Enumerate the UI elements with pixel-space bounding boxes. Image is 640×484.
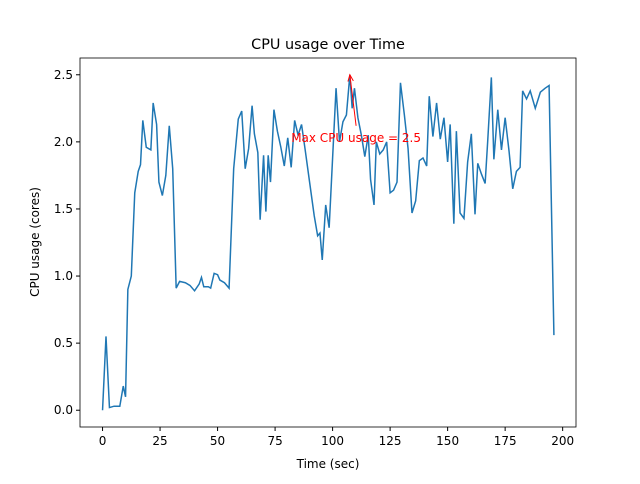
y-axis-label: CPU usage (cores) — [28, 187, 42, 297]
axes-frame — [79, 57, 577, 428]
y-tick-label: 2.5 — [54, 68, 73, 82]
line — [101, 74, 555, 411]
x-tick-label: 25 — [152, 434, 167, 448]
annotation-arrow — [349, 74, 357, 126]
chart-title: CPU usage over Time — [251, 37, 405, 53]
y-tick-label: 0.0 — [54, 403, 73, 417]
x-tick-label: 150 — [436, 434, 459, 448]
x-tick-label: 50 — [210, 434, 225, 448]
annotation: Max CPU usage = 2.5 — [291, 131, 421, 145]
y-tick-label: 2.0 — [54, 135, 73, 149]
x-tick-label: 100 — [321, 434, 344, 448]
y-tick-label: 0.5 — [54, 336, 73, 350]
x-tick-label: 0 — [99, 434, 107, 448]
annotation-arrowhead — [347, 73, 354, 82]
y-tick-label: 1.5 — [54, 202, 73, 216]
x-tick-label: 75 — [267, 434, 282, 448]
x-tick-label: 175 — [494, 434, 517, 448]
x-tick-label: 200 — [551, 434, 574, 448]
x-tick-label: 125 — [379, 434, 402, 448]
y-tick-label: 1.0 — [54, 269, 73, 283]
x-axis-label: Time (sec) — [296, 457, 360, 471]
